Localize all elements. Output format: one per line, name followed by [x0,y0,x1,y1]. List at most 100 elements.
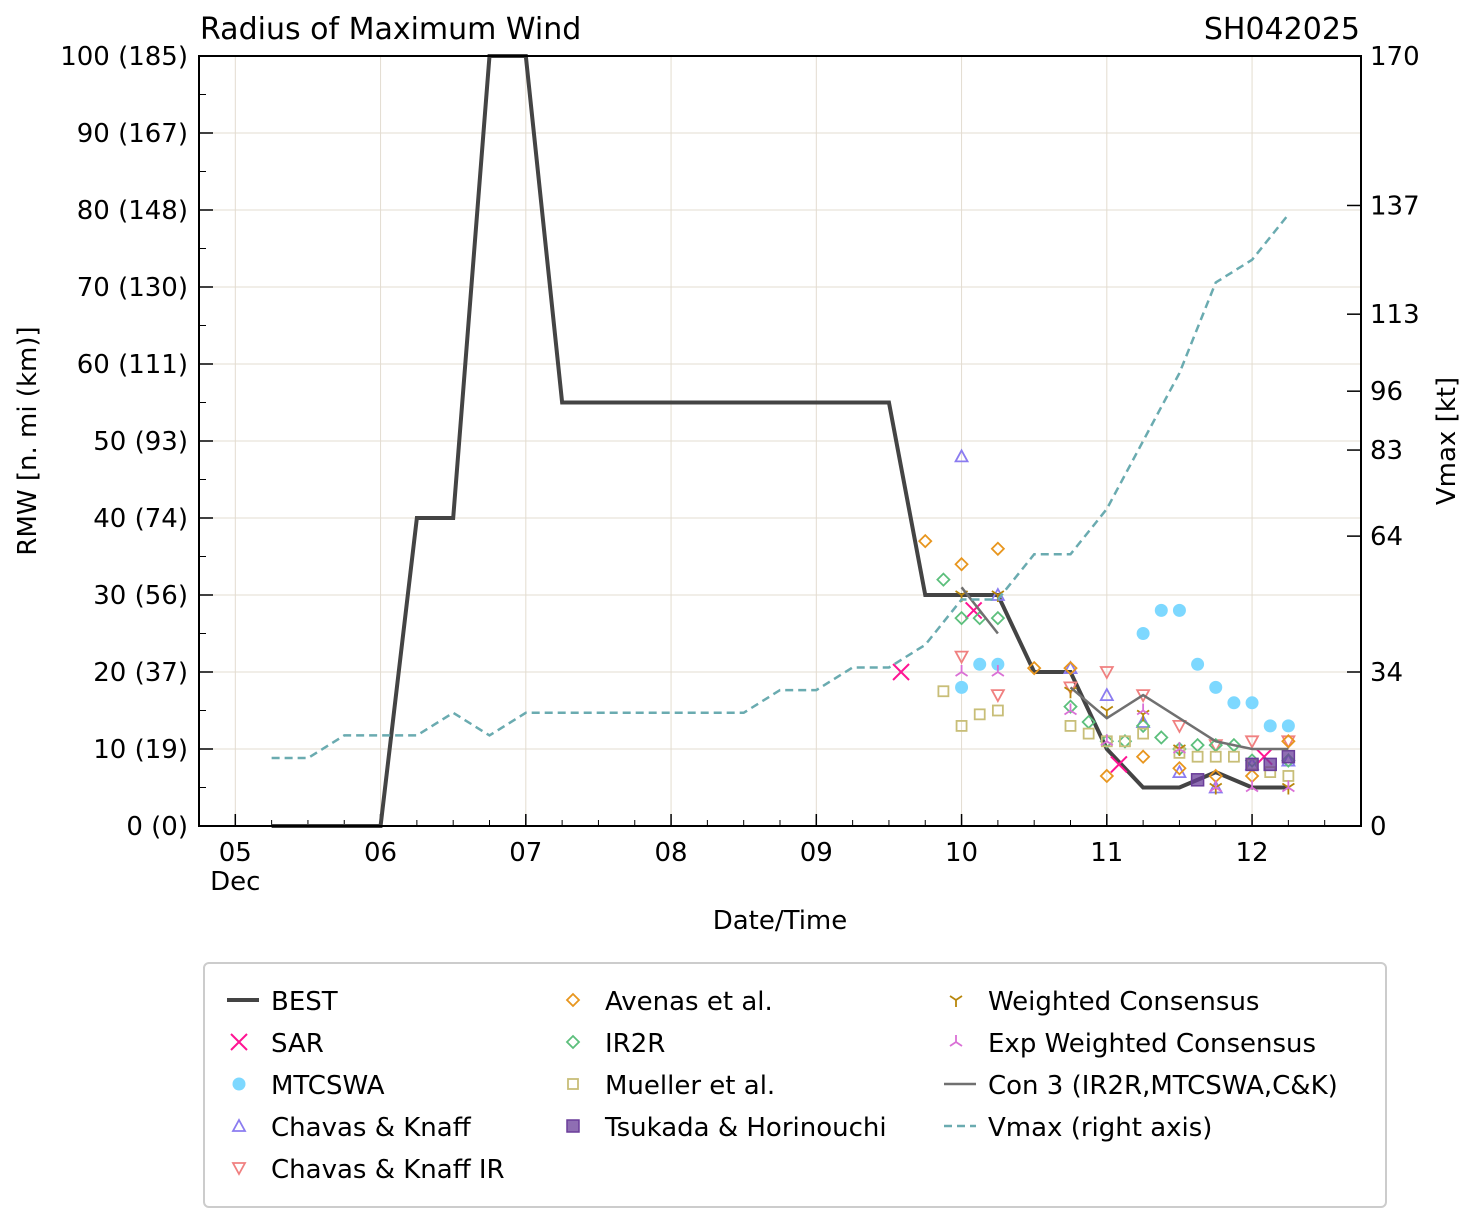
diamond-marker [917,533,933,549]
square-filled-marker [1245,757,1259,772]
diamond-marker [1099,734,1115,749]
square-marker [1282,770,1295,782]
series-weighted-consensus [955,590,1295,795]
sar-marker [892,663,910,681]
legend-label: Vmax (right axis) [988,1113,1212,1143]
tri-down-marker [1100,705,1114,718]
square-filled-marker [1263,757,1277,772]
x-tick-label: 12 [1236,838,1269,868]
mtcswa-marker [1227,696,1241,710]
mtcswa-marker [1209,680,1223,694]
legend-entry: MTCSWA [232,1071,385,1101]
square-marker [973,708,986,721]
mtcswa-marker [1281,719,1295,733]
legend-entry: Avenas et al. [565,987,773,1017]
tri-down-marker [949,995,963,1007]
triangle-down-marker [1280,735,1296,750]
series-mtcswa [955,603,1295,733]
y-right-tick-label: 83 [1370,436,1403,466]
con3-line [1069,686,1289,751]
legend-entry: BEST [227,987,338,1017]
x-tick-label: 11 [1090,838,1123,868]
sar-marker [230,1033,248,1051]
triangle-up-marker [231,1118,247,1132]
y-right-tick-label: 96 [1370,377,1403,407]
series-sar [892,601,1273,774]
mtcswa-marker [955,680,969,694]
mtcswa-marker [1245,696,1259,710]
legend-label: Avenas et al. [605,987,773,1017]
legend-label: Chavas & Knaff IR [271,1155,505,1185]
y-tick-label: 100 (185) [60,42,188,72]
x-tick-label: 06 [364,838,397,868]
sar-marker [1110,755,1128,774]
triangle-down-marker [990,689,1006,703]
chart-title-right: SH042025 [1204,12,1360,47]
triangle-up-marker [1135,714,1151,728]
diamond-marker [565,992,581,1008]
diamond-marker [1099,768,1115,784]
tri-up-marker [1100,734,1114,747]
y-tick-label: 10 (19) [93,735,188,765]
mtcswa-marker [1136,627,1150,640]
x-tick-label: 07 [509,838,542,868]
square-marker [1228,750,1240,763]
tri-up-marker [1172,742,1186,754]
legend-entry: Chavas & Knaff [231,1113,472,1143]
square-filled-marker [1281,749,1296,764]
square-marker [937,685,950,698]
triangle-up-marker [954,448,970,463]
series-mueller-et-al- [937,685,1295,782]
legend-entry: Mueller et al. [567,1071,775,1101]
legend-label: IR2R [605,1029,665,1059]
diamond-marker [1154,730,1169,745]
legend-entry: Vmax (right axis) [944,1113,1212,1143]
x-tick-label: 09 [800,838,833,868]
diamond-marker [1135,718,1151,734]
x-tick-label: 08 [655,838,688,868]
y-tick-label: 50 (93) [93,427,188,457]
mtcswa-marker [1154,603,1168,617]
tri-up-marker [1064,703,1077,716]
diamond-marker [936,572,951,587]
triangle-down-marker [1171,720,1187,734]
y-tick-label: 70 (130) [77,273,188,303]
diamond-marker [1063,699,1078,714]
y-tick-label: 80 (148) [77,196,188,226]
square-marker [1082,727,1095,740]
mtcswa-marker [973,657,987,671]
legend-entry: Con 3 (IR2R,MTCSWA,C&K) [944,1071,1338,1101]
legend-label: Mueller et al. [605,1071,775,1101]
legend-entry: SAR [230,1029,324,1059]
series-ir2r [936,572,1296,768]
y-tick-label: 30 (56) [93,581,188,611]
legend-label: BEST [271,987,338,1017]
triangle-down-marker [1099,666,1115,680]
square-marker [991,704,1004,717]
x-tick-label: 10 [945,838,978,868]
tri-up-marker [1281,780,1295,793]
legend-box [203,962,1387,1208]
square-filled-marker [566,1119,580,1133]
diamond-marker [1135,749,1151,764]
diamond-marker [990,541,1006,557]
diamond-marker [565,1034,581,1050]
legend-label: MTCSWA [271,1071,385,1101]
square-filled-marker [1190,773,1205,787]
y-tick-label: 0 (0) [126,812,188,842]
sar-marker [964,601,983,620]
triangle-down-marker [1062,681,1079,696]
legend-label: Chavas & Knaff [271,1113,472,1143]
diamond-marker [990,610,1006,626]
mtcswa-marker [1263,719,1277,733]
square-marker [1209,750,1222,763]
diamond-marker [954,610,969,626]
square-marker [1191,750,1204,763]
square-marker [1137,727,1150,740]
plot-frame [198,55,1362,827]
mtcswa-marker [1191,657,1205,671]
tri-up-marker [1136,703,1150,716]
series-con-3-ir2r-mtcswa-c-k- [960,586,1289,751]
